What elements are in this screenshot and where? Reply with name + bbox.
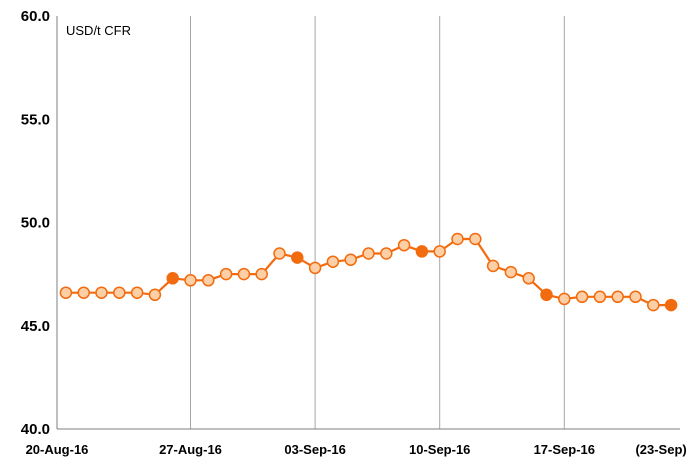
data-point-marker (397, 238, 411, 252)
data-point-marker (593, 290, 607, 304)
vertical-gridlines (190, 16, 565, 429)
data-point-marker (184, 274, 197, 287)
data-point-marker (95, 286, 108, 299)
data-point-marker (629, 290, 642, 304)
y-axis-unit-label: USD/t CFR (66, 23, 131, 38)
y-tick-label: 60.0 (21, 8, 50, 25)
y-tick-label: 45.0 (21, 318, 50, 335)
data-point-marker (148, 288, 162, 302)
y-tick-labels: 40.0 45.0 50.0 55.0 60.0 (21, 8, 50, 438)
data-point-marker (380, 247, 393, 260)
series-markers (59, 232, 678, 312)
data-point-marker (486, 259, 500, 273)
data-point-marker (237, 267, 251, 281)
y-tick-label: 40.0 (21, 421, 50, 438)
x-tick-label: 20-Aug-16 (26, 442, 89, 457)
data-point-marker (522, 272, 535, 285)
data-point-marker (469, 232, 482, 246)
data-point-marker (202, 274, 215, 287)
data-point-marker (647, 298, 660, 312)
y-tick-label: 55.0 (21, 111, 50, 128)
data-point-marker (326, 255, 340, 268)
data-point-marker-filled (540, 288, 553, 302)
x-tick-labels: 20-Aug-16 27-Aug-16 03-Sep-16 10-Sep-16 17-S… (26, 442, 687, 457)
data-point-marker-filled (166, 272, 179, 285)
data-point-marker (504, 265, 518, 279)
data-point-marker (611, 290, 624, 304)
data-point-marker (273, 247, 286, 260)
data-point-marker (575, 290, 589, 304)
data-point-marker (219, 267, 233, 281)
data-point-marker (59, 286, 73, 299)
x-tick-label: 27-Aug-16 (159, 442, 222, 457)
x-tick-label: 10-Sep-16 (409, 442, 470, 457)
data-point-marker-filled (415, 245, 429, 258)
data-point-marker (344, 253, 357, 266)
y-tick-label: 50.0 (21, 215, 50, 232)
data-point-marker (130, 286, 144, 299)
data-point-marker (433, 245, 446, 258)
x-tick-label: 17-Sep-16 (534, 442, 595, 457)
x-tick-label: 03-Sep-16 (284, 442, 345, 457)
data-point-marker (77, 286, 90, 299)
data-point-marker (362, 247, 375, 260)
data-point-marker-filled (291, 251, 304, 264)
data-point-marker (308, 261, 322, 275)
data-point-marker (451, 232, 464, 246)
data-point-marker (113, 286, 126, 299)
data-point-marker (558, 292, 571, 306)
data-point-marker-filled (664, 298, 678, 312)
x-tick-label: (23-Sep) (635, 442, 686, 457)
data-point-marker (255, 267, 268, 281)
